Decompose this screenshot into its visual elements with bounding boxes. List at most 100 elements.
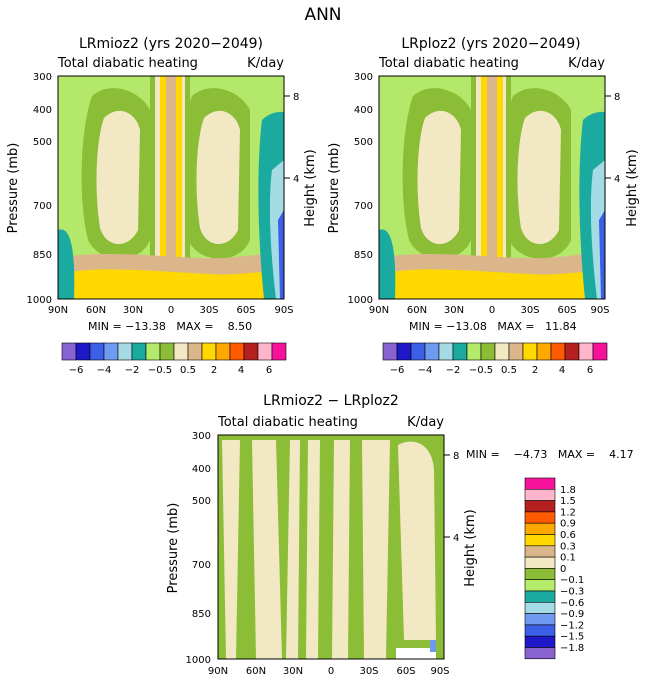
x-tick-60s: 60S <box>236 305 255 316</box>
colorbar-box <box>89 342 105 361</box>
colorbar-box <box>524 647 556 660</box>
panel-a-ylabel: Pressure (mb) <box>6 143 21 234</box>
x-tick-0: 0 <box>328 666 334 677</box>
panel-c-yaxis: 300 400 500 700 850 1000 <box>186 431 211 666</box>
cbar-label-2: 2 <box>532 365 538 376</box>
x-tick-30s: 30S <box>359 666 378 677</box>
colorbar-boxes <box>382 342 608 361</box>
colorbar-box <box>271 342 287 361</box>
x-tick-60n: 60N <box>246 666 266 677</box>
boundary-white <box>396 648 436 659</box>
colorbar-box <box>524 488 556 501</box>
colorbar-box <box>61 342 77 361</box>
colorbar-box <box>480 342 496 361</box>
colorbar-box <box>524 635 556 648</box>
colorbar-box <box>75 342 91 361</box>
y2-tick-8: 8 <box>293 92 299 103</box>
colorbar-box <box>103 342 119 361</box>
panel-a-yaxis: 300 400 500 700 850 1000 <box>27 72 52 306</box>
panel-c-field <box>218 435 444 659</box>
colorbar-box <box>215 342 231 361</box>
stripe-cream-3 <box>286 440 300 659</box>
colorbar-box <box>524 624 556 637</box>
colorbar-box <box>550 342 566 361</box>
band-yellow-b <box>497 76 503 299</box>
x-tick-90s: 90S <box>590 305 609 316</box>
contour-boundary-yellow <box>391 269 605 299</box>
stripe-cream-5 <box>332 440 350 659</box>
x-tick-90s: 90S <box>274 305 293 316</box>
x-tick-90n: 90N <box>369 305 389 316</box>
boundary-blue <box>430 640 436 652</box>
colorbar-label: −1.2 <box>560 620 584 631</box>
colorbar-box <box>494 342 510 361</box>
stripe-cream-1 <box>222 440 240 659</box>
colorbar-labels: −6 −4 −2 −0.5 0.5 2 4 6 <box>390 365 594 376</box>
x-tick-30s: 30S <box>520 305 539 316</box>
colorbar-box <box>382 342 398 361</box>
panel-c-ylabel: Pressure (mb) <box>166 503 181 594</box>
colorbar-box <box>466 342 482 361</box>
colorbar-label: −0.9 <box>560 609 584 620</box>
colorbar-labels: 1.81.51.20.90.60.30.10−0.1−0.3−0.6−0.9−1… <box>560 485 584 654</box>
colorbar-box <box>524 477 556 490</box>
y2-tick-8: 8 <box>614 92 620 103</box>
colorbar-box <box>524 556 556 569</box>
panel-b-ylabel: Pressure (mb) <box>327 143 342 234</box>
colorbar-box <box>524 534 556 547</box>
y2-tick-4: 4 <box>293 174 299 185</box>
cbar-label-neg4: −4 <box>418 365 433 376</box>
colorbar-box <box>187 342 203 361</box>
y-tick-400: 400 <box>33 105 52 116</box>
colorbar-box <box>524 579 556 592</box>
colorbar-box <box>173 342 189 361</box>
colorbar-box <box>508 342 524 361</box>
colorbar-box <box>578 342 594 361</box>
cbar-label-4: 4 <box>559 365 565 376</box>
colorbar-box <box>524 568 556 581</box>
contour-blue-right <box>599 210 605 299</box>
y2-tick-4: 4 <box>614 174 620 185</box>
panel-a-colorbar: −6 −4 −2 −0.5 0.5 2 4 6 <box>61 342 287 376</box>
cbar-label-neg4: −4 <box>97 365 112 376</box>
colorbar-box <box>564 342 580 361</box>
colorbar-box <box>131 342 147 361</box>
y-tick-1000: 1000 <box>348 295 373 306</box>
colorbar-label: 0.1 <box>560 553 576 564</box>
colorbar-box <box>117 342 133 361</box>
colorbar-box <box>522 342 538 361</box>
panel-c-frame <box>217 434 445 660</box>
colorbar-labels: −6 −4 −2 −0.5 0.5 2 4 6 <box>69 365 273 376</box>
colorbar-boxes <box>61 342 287 361</box>
panel-c: LRmioz2 − LRploz2 Total diabatic heating… <box>166 393 634 677</box>
panel-b-subtitle: Total diabatic heating <box>378 56 519 71</box>
panel-b-stats: MIN = −13.08 MAX = 11.84 <box>409 320 577 333</box>
y-tick-700: 700 <box>354 201 373 212</box>
colorbar-label: 1.5 <box>560 496 576 507</box>
colorbar-label: 0.3 <box>560 541 576 552</box>
panel-c-xaxis: 90N 60N 30N 0 30S 60S 90S <box>208 666 450 677</box>
colorbar-box <box>524 613 556 626</box>
cbar-label-neg2: −2 <box>125 365 140 376</box>
cbar-label-05: 0.5 <box>501 365 517 376</box>
band-yellow-b <box>176 76 182 299</box>
panel-b-units: K/day <box>568 56 605 71</box>
x-tick-90n: 90N <box>208 666 228 677</box>
y-tick-700: 700 <box>192 560 211 571</box>
panel-b-title: LRploz2 (yrs 2020−2049) <box>401 36 580 52</box>
colorbar-label: −1.8 <box>560 643 584 654</box>
panel-a-frame <box>57 75 285 300</box>
panel-b-xaxis: 90N 60N 30N 0 30S 60S 90S <box>369 305 610 316</box>
contour-blue-right <box>278 210 284 299</box>
stripe-cream-6 <box>362 440 390 659</box>
band-tan <box>164 76 178 299</box>
cbar-label-neg2: −2 <box>446 365 461 376</box>
cbar-label-4: 4 <box>238 365 244 376</box>
x-tick-30n: 30N <box>283 666 303 677</box>
panel-b: LRploz2 (yrs 2020−2049) Total diabatic h… <box>327 36 640 376</box>
cbar-label-05: 0.5 <box>180 365 196 376</box>
y-tick-850: 850 <box>192 609 211 620</box>
contour-teal-left <box>379 229 396 299</box>
panel-b-yaxis: 300 400 500 700 850 1000 <box>348 72 373 306</box>
x-tick-60n: 60N <box>407 305 427 316</box>
